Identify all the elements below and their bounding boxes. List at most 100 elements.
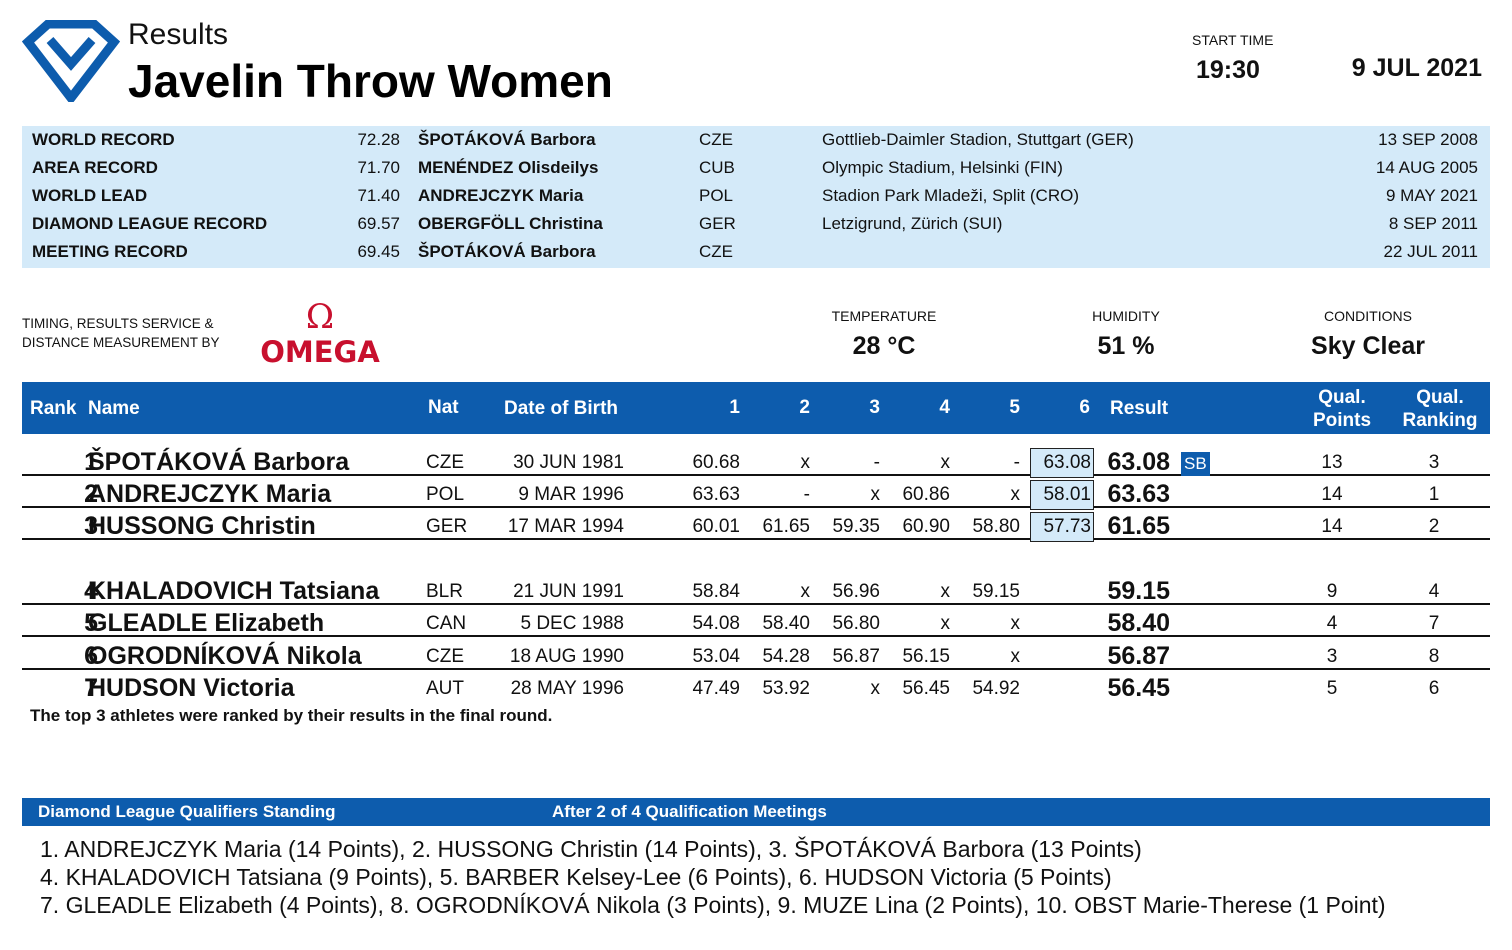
qual-points-cell: 9 <box>1326 581 1338 602</box>
attempt-1-cell: 60.01 <box>692 516 740 537</box>
record-athlete: ANDREJCZYK Maria <box>418 186 584 205</box>
record-nat: POL <box>699 186 734 205</box>
attempt-4-cell: x <box>940 581 951 602</box>
record-type: WORLD LEAD <box>32 186 148 205</box>
attempt-4-cell: x <box>940 613 951 634</box>
attempt-5-cell: 58.80 <box>972 516 1020 537</box>
col-attempt-1: 1 <box>729 397 740 418</box>
attempt-1-cell: 47.49 <box>692 678 740 699</box>
col-attempt-5: 5 <box>1009 397 1020 418</box>
omega-logo-icon: Ω OMEGA <box>260 298 380 368</box>
attempt-3-cell: 56.87 <box>832 646 880 667</box>
col-qual-points-line1: Qual. <box>1318 387 1366 408</box>
qual-ranking-cell: 1 <box>1428 484 1440 505</box>
col-qual-ranking: Qual. Ranking <box>1392 386 1488 432</box>
svg-text:Ω: Ω <box>306 298 334 337</box>
record-mark: 72.28 <box>357 130 400 149</box>
qual-points-cell: 13 <box>1321 452 1343 473</box>
attempt-4-cell: 60.90 <box>902 516 950 537</box>
athlete-name: HUDSON Victoria <box>88 674 295 702</box>
dob-cell: 30 JUN 1981 <box>513 452 624 473</box>
qual-ranking-cell: 8 <box>1428 646 1440 667</box>
athlete-name: KHALADOVICH Tatsiana <box>88 577 380 605</box>
table-row: 6 OGRODNÍKOVÁ Nikola CZE 18 AUG 1990 53.… <box>22 636 1490 670</box>
qual-ranking-cell: 2 <box>1428 516 1440 537</box>
attempt-6-cell: 57.73 <box>1030 512 1094 542</box>
record-athlete: ŠPOTÁKOVÁ Barbora <box>418 130 596 149</box>
dob-cell: 5 DEC 1988 <box>520 613 624 634</box>
attempt-2-cell: x <box>800 452 811 473</box>
record-mark: 71.40 <box>357 186 400 205</box>
record-row: DIAMOND LEAGUE RECORD 69.57 OBERGFÖLL Ch… <box>22 210 1490 238</box>
humidity-label: HUMIDITY <box>1092 308 1160 324</box>
attempt-2-cell: 61.65 <box>762 516 810 537</box>
qual-ranking-cell: 3 <box>1428 452 1440 473</box>
diamond-league-logo-icon <box>22 20 120 102</box>
dob-cell: 18 AUG 1990 <box>509 646 624 667</box>
table-row: 4 KHALADOVICH Tatsiana BLR 21 JUN 1991 5… <box>22 571 1490 605</box>
temperature-value: 28 °C <box>852 332 916 360</box>
omega-brand-text: OMEGA <box>260 335 380 368</box>
record-type: MEETING RECORD <box>32 242 188 261</box>
event-date: 9 JUL 2021 <box>1351 54 1482 82</box>
attempt-3-cell: 56.96 <box>832 581 880 602</box>
dob-cell: 17 MAR 1994 <box>507 516 624 537</box>
result-cell: 59.15 <box>1107 577 1170 605</box>
record-date: 13 SEP 2008 <box>1378 130 1478 149</box>
conditions-value: Sky Clear <box>1311 332 1425 360</box>
rank-cell: 7 <box>84 674 98 702</box>
record-type: DIAMOND LEAGUE RECORD <box>32 214 268 233</box>
col-nat: Nat <box>428 397 459 418</box>
result-cell: 56.87 <box>1107 642 1170 670</box>
qual-ranking-cell: 4 <box>1428 581 1440 602</box>
results-label: Results <box>128 18 229 51</box>
attempt-6-cell: 63.08 <box>1030 448 1094 478</box>
col-attempt-3: 3 <box>869 397 880 418</box>
attempt-4-cell: 60.86 <box>902 484 950 505</box>
record-venue: Letzigrund, Zürich (SUI) <box>822 214 1003 233</box>
col-dob: Date of Birth <box>504 398 618 419</box>
nat-cell: GER <box>426 516 468 537</box>
record-athlete: OBERGFÖLL Christina <box>418 214 603 233</box>
attempt-3-cell: 56.80 <box>832 613 880 634</box>
nat-cell: POL <box>426 484 465 505</box>
attempt-2-cell: 54.28 <box>762 646 810 667</box>
record-venue: Gottlieb-Daimler Stadion, Stuttgart (GER… <box>822 130 1134 149</box>
attempt-1-cell: 63.63 <box>692 484 740 505</box>
nat-cell: BLR <box>426 581 463 602</box>
results-table-header: Rank Name Nat Date of Birth 1 2 3 4 5 6 … <box>22 382 1490 434</box>
rank-cell: 4 <box>84 577 98 605</box>
attempt-1-cell: 60.68 <box>692 452 740 473</box>
attempt-1-cell: 53.04 <box>692 646 740 667</box>
qual-ranking-cell: 6 <box>1428 678 1440 699</box>
record-nat: CZE <box>699 130 733 149</box>
records-table: WORLD RECORD 72.28 ŠPOTÁKOVÁ Barbora CZE… <box>22 126 1490 268</box>
table-row: 1 ŠPOTÁKOVÁ Barbora CZE 30 JUN 1981 60.6… <box>22 442 1490 478</box>
record-date: 14 AUG 2005 <box>1375 158 1478 177</box>
dob-cell: 28 MAY 1996 <box>510 678 624 699</box>
start-time-label: START TIME <box>1192 32 1274 48</box>
event-title: Javelin Throw Women <box>128 55 613 107</box>
record-row: AREA RECORD 71.70 MENÉNDEZ Olisdeilys CU… <box>22 154 1490 182</box>
timing-label: TIMING, RESULTS SERVICE & DISTANCE MEASU… <box>22 314 220 352</box>
attempt-3-cell: 59.35 <box>832 516 880 537</box>
rank-cell: 6 <box>84 642 98 670</box>
record-nat: CUB <box>699 158 735 177</box>
record-athlete: MENÉNDEZ Olisdeilys <box>418 158 599 177</box>
athlete-name: OGRODNÍKOVÁ Nikola <box>88 642 362 670</box>
col-result: Result <box>1110 398 1169 419</box>
result-cell: 63.63 <box>1107 480 1170 508</box>
dob-cell: 21 JUN 1991 <box>513 581 624 602</box>
attempt-5-cell: 54.92 <box>972 678 1020 699</box>
timing-label-line1: TIMING, RESULTS SERVICE & <box>22 316 214 331</box>
attempt-4-cell: 56.15 <box>902 646 950 667</box>
result-cell: 63.08 <box>1107 448 1170 476</box>
standings-subtitle: After 2 of 4 Qualification Meetings <box>552 802 827 821</box>
qual-points-cell: 4 <box>1326 613 1338 634</box>
athlete-name: HUSSONG Christin <box>88 512 316 540</box>
record-venue: Olympic Stadium, Helsinki (FIN) <box>822 158 1063 177</box>
attempt-3-cell: x <box>870 484 881 505</box>
athlete-name: GLEADLE Elizabeth <box>88 609 325 637</box>
nat-cell: CZE <box>426 646 464 667</box>
nat-cell: AUT <box>426 678 464 699</box>
